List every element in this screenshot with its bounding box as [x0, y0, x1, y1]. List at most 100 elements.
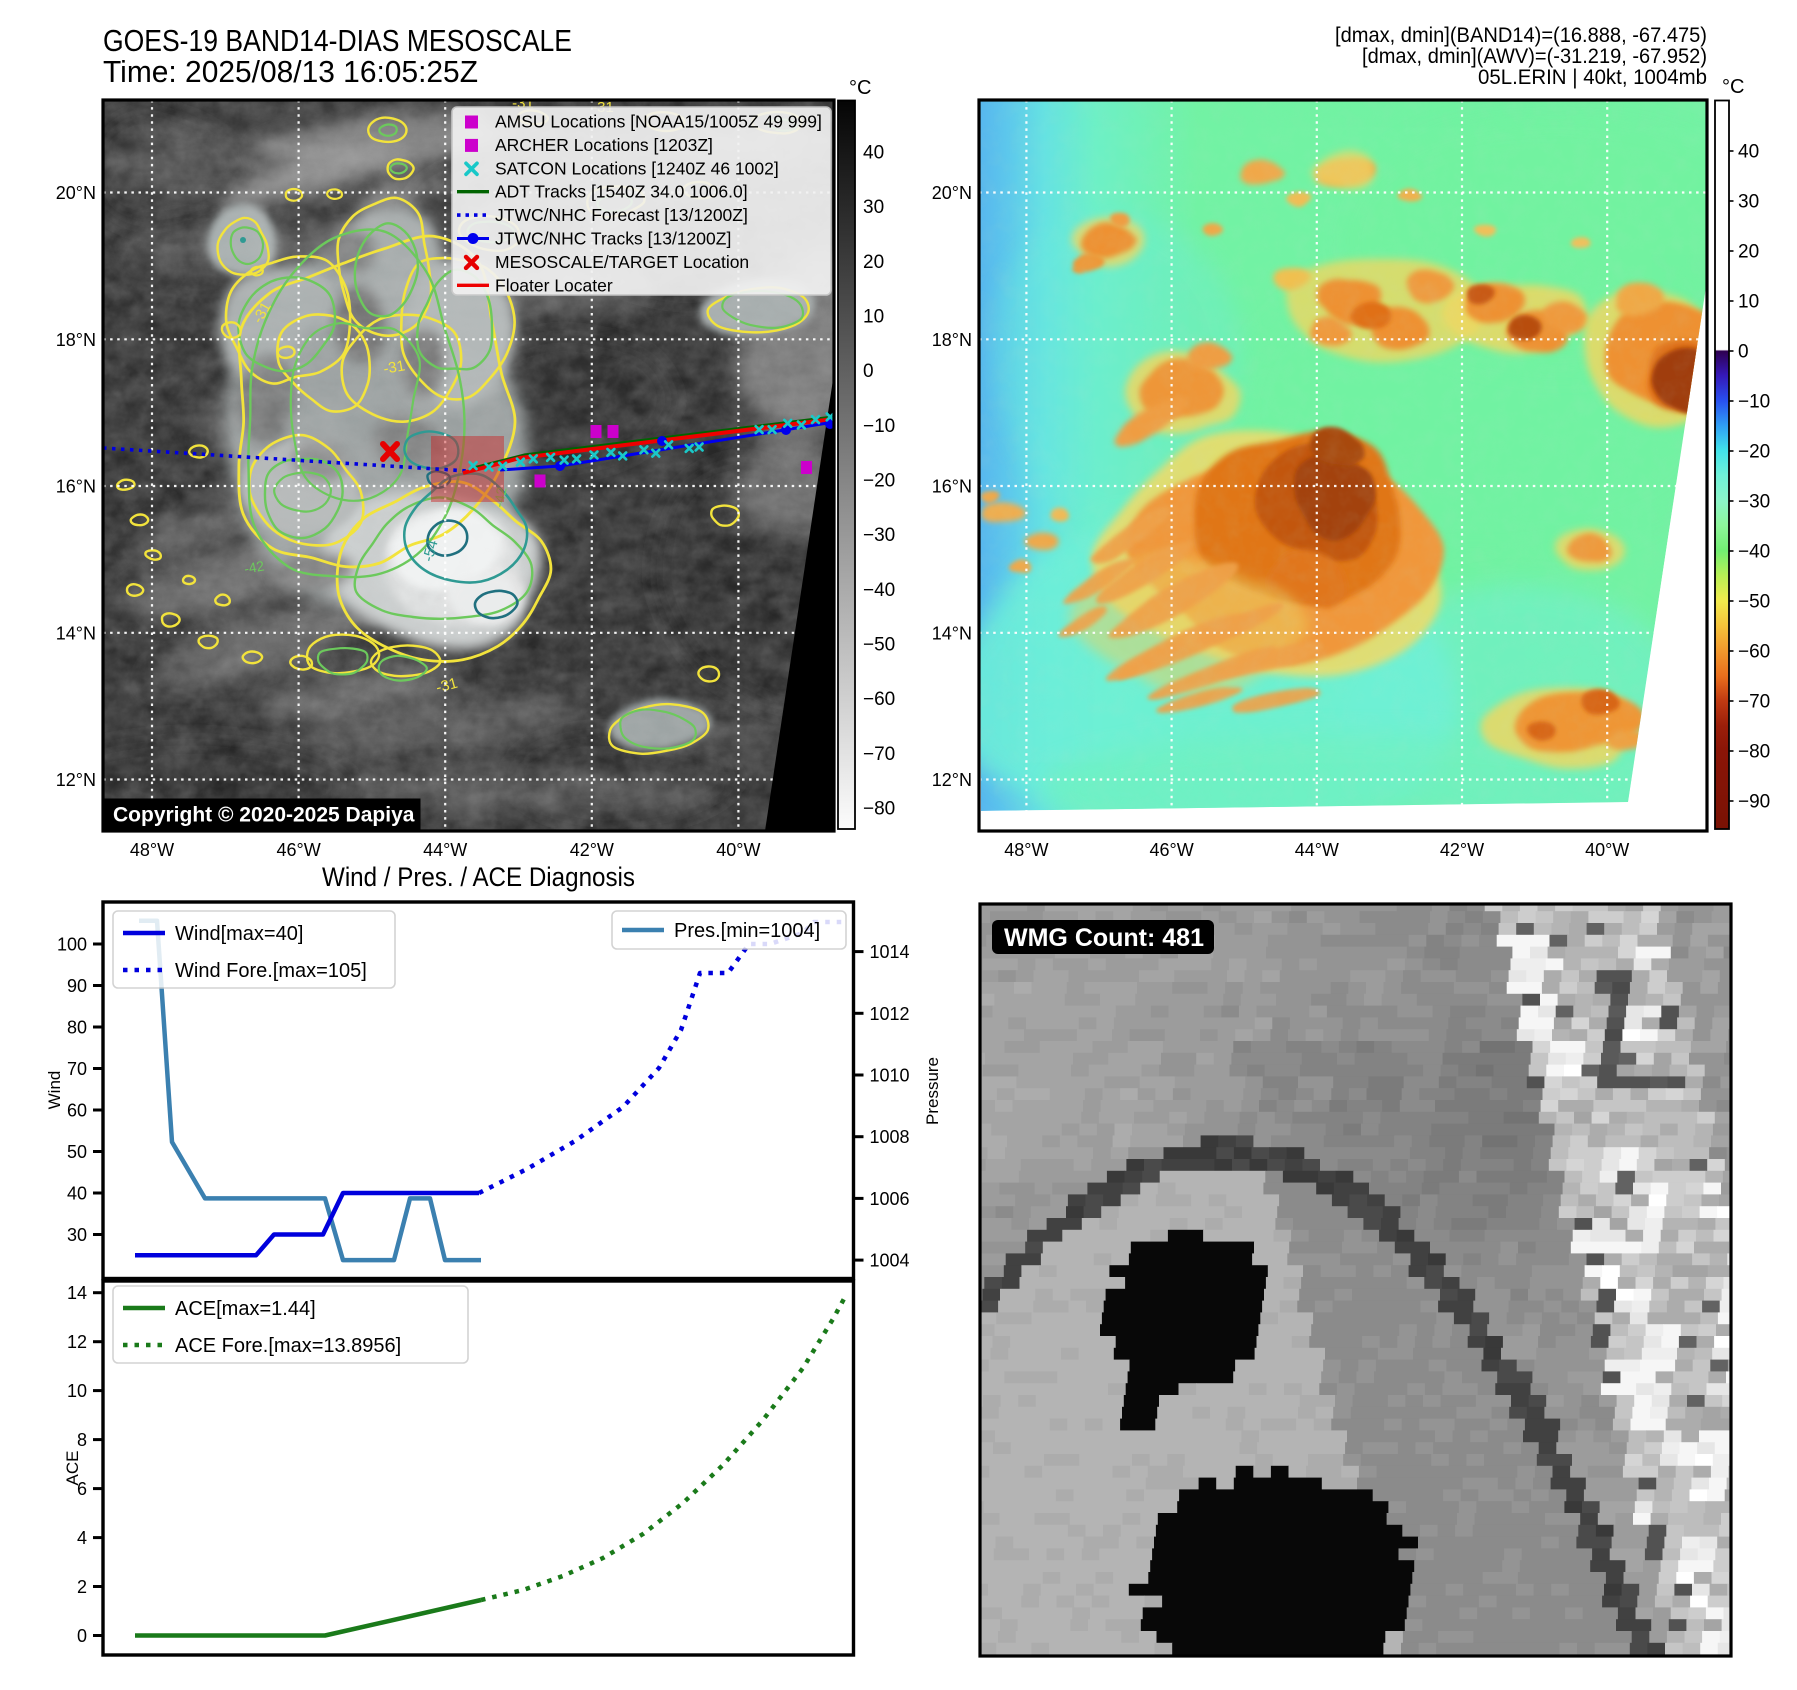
- svg-text:8: 8: [77, 1430, 87, 1450]
- svg-text:−30: −30: [1738, 492, 1770, 513]
- svg-text:°C: °C: [1722, 76, 1744, 98]
- svg-text:−20: −20: [863, 471, 895, 492]
- svg-text:ACE: ACE: [63, 1451, 82, 1486]
- svg-text:40: 40: [67, 1184, 87, 1204]
- svg-text:Wind Fore.[max=105]: Wind Fore.[max=105]: [175, 960, 367, 982]
- svg-text:Wind: Wind: [45, 1071, 64, 1110]
- svg-text:Floater Locater: Floater Locater: [495, 275, 613, 295]
- svg-text:16°N: 16°N: [56, 477, 96, 497]
- svg-text:1008: 1008: [870, 1127, 910, 1147]
- svg-text:−10: −10: [863, 416, 895, 437]
- svg-text:30: 30: [1738, 192, 1759, 213]
- svg-text:Pressure: Pressure: [923, 1057, 942, 1125]
- svg-text:4: 4: [77, 1528, 87, 1548]
- svg-text:46°W: 46°W: [1149, 840, 1193, 860]
- svg-text:1004: 1004: [870, 1251, 910, 1271]
- svg-text:46°W: 46°W: [276, 840, 320, 860]
- svg-text:ACE Fore.[max=13.8956]: ACE Fore.[max=13.8956]: [175, 1335, 401, 1357]
- svg-text:48°W: 48°W: [1004, 840, 1048, 860]
- svg-text:GOES-19 BAND14-DIAS MESOSCALE: GOES-19 BAND14-DIAS MESOSCALE: [103, 23, 572, 58]
- svg-text:42°W: 42°W: [570, 840, 614, 860]
- svg-text:10: 10: [1738, 292, 1759, 313]
- svg-text:6: 6: [77, 1479, 87, 1499]
- svg-text:Wind / Pres. / ACE Diagnosis: Wind / Pres. / ACE Diagnosis: [322, 862, 635, 892]
- svg-text:−90: −90: [1738, 792, 1770, 813]
- svg-text:50: 50: [67, 1142, 87, 1162]
- svg-text:90: 90: [67, 976, 87, 996]
- svg-text:−40: −40: [1738, 542, 1770, 563]
- svg-text:40: 40: [1738, 142, 1759, 163]
- svg-text:ADT Tracks [1540Z 34.0 1006.0]: ADT Tracks [1540Z 34.0 1006.0]: [495, 182, 748, 202]
- svg-text:-54: -54: [420, 538, 442, 563]
- svg-text:ARCHER Locations [1203Z]: ARCHER Locations [1203Z]: [495, 135, 713, 155]
- svg-text:40°W: 40°W: [1585, 840, 1629, 860]
- svg-text:−80: −80: [863, 799, 895, 820]
- svg-text:Copyright © 2020-2025 Dapiya: Copyright © 2020-2025 Dapiya: [113, 804, 415, 827]
- svg-text:12°N: 12°N: [932, 770, 972, 790]
- svg-text:48°W: 48°W: [130, 840, 174, 860]
- svg-text:−60: −60: [863, 689, 895, 710]
- svg-text:30: 30: [863, 197, 884, 218]
- svg-text:10: 10: [67, 1381, 87, 1401]
- svg-text:−60: −60: [1738, 642, 1770, 663]
- svg-text:30: 30: [67, 1225, 87, 1245]
- svg-text:40: 40: [863, 143, 884, 164]
- svg-text:JTWC/NHC Tracks [13/1200Z]: JTWC/NHC Tracks [13/1200Z]: [495, 229, 731, 249]
- svg-text:0: 0: [1738, 342, 1749, 363]
- svg-text:−30: −30: [863, 525, 895, 546]
- svg-text:1006: 1006: [870, 1189, 910, 1209]
- svg-text:12°N: 12°N: [56, 770, 96, 790]
- svg-text:60: 60: [67, 1101, 87, 1121]
- svg-text:16°N: 16°N: [932, 477, 972, 497]
- svg-text:WMG Count: 481: WMG Count: 481: [1004, 924, 1204, 952]
- svg-text:20°N: 20°N: [56, 183, 96, 203]
- svg-text:MESOSCALE/TARGET Location: MESOSCALE/TARGET Location: [495, 252, 749, 272]
- svg-text:0: 0: [863, 361, 874, 382]
- svg-text:Pres.[min=1004]: Pres.[min=1004]: [674, 920, 820, 942]
- svg-text:1014: 1014: [870, 942, 910, 962]
- svg-text:70: 70: [67, 1059, 87, 1079]
- svg-text:1010: 1010: [870, 1066, 910, 1086]
- svg-text:14: 14: [67, 1283, 87, 1303]
- svg-text:-42: -42: [490, 486, 509, 509]
- svg-text:20: 20: [863, 252, 884, 273]
- svg-text:Time: 2025/08/13 16:05:25Z: Time: 2025/08/13 16:05:25Z: [103, 54, 478, 89]
- svg-text:05L.ERIN | 40kt, 1004mb: 05L.ERIN | 40kt, 1004mb: [1478, 65, 1707, 89]
- svg-text:−70: −70: [863, 744, 895, 765]
- svg-text:Wind[max=40]: Wind[max=40]: [175, 923, 303, 945]
- svg-text:0: 0: [77, 1626, 87, 1646]
- svg-text:14°N: 14°N: [932, 623, 972, 643]
- svg-text:−50: −50: [863, 635, 895, 656]
- svg-text:AMSU Locations [NOAA15/1005Z 4: AMSU Locations [NOAA15/1005Z 49 999]: [495, 112, 822, 132]
- svg-text:40°W: 40°W: [716, 840, 760, 860]
- svg-text:12: 12: [67, 1332, 87, 1352]
- svg-text:-42: -42: [243, 557, 266, 576]
- svg-text:42°W: 42°W: [1440, 840, 1484, 860]
- svg-text:-31: -31: [434, 675, 459, 697]
- svg-text:-31: -31: [382, 357, 406, 378]
- svg-text:−50: −50: [1738, 592, 1770, 613]
- svg-text:18°N: 18°N: [56, 330, 96, 350]
- svg-text:20: 20: [1738, 242, 1759, 263]
- svg-text:44°W: 44°W: [1295, 840, 1339, 860]
- svg-text:°C: °C: [849, 77, 871, 99]
- svg-text:14°N: 14°N: [56, 623, 96, 643]
- svg-text:−10: −10: [1738, 392, 1770, 413]
- svg-text:100: 100: [57, 935, 87, 955]
- svg-text:2: 2: [77, 1577, 87, 1597]
- svg-text:−70: −70: [1738, 692, 1770, 713]
- svg-text:ACE[max=1.44]: ACE[max=1.44]: [175, 1298, 316, 1320]
- svg-text:−80: −80: [1738, 742, 1770, 763]
- svg-text:20°N: 20°N: [932, 183, 972, 203]
- svg-text:10: 10: [863, 307, 884, 328]
- svg-text:80: 80: [67, 1018, 87, 1038]
- svg-text:[dmax, dmin](BAND14)=(16.888,: [dmax, dmin](BAND14)=(16.888, -67.475): [1335, 23, 1707, 47]
- svg-text:−40: −40: [863, 580, 895, 601]
- svg-text:−20: −20: [1738, 442, 1770, 463]
- svg-text:44°W: 44°W: [423, 840, 467, 860]
- svg-text:SATCON Locations [1240Z 46 100: SATCON Locations [1240Z 46 1002]: [495, 158, 779, 178]
- svg-text:1012: 1012: [870, 1004, 910, 1024]
- svg-text:JTWC/NHC Forecast [13/1200Z]: JTWC/NHC Forecast [13/1200Z]: [495, 205, 748, 225]
- svg-text:[dmax, dmin](AWV)=(-31.219, -6: [dmax, dmin](AWV)=(-31.219, -67.952): [1362, 44, 1707, 68]
- svg-text:18°N: 18°N: [932, 330, 972, 350]
